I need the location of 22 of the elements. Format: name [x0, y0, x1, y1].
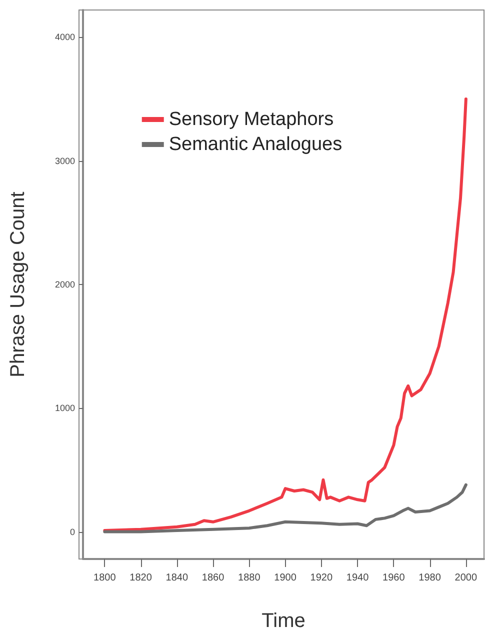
- legend-label: Sensory Metaphors: [168, 109, 334, 130]
- legend-label: Semantic Analogues: [168, 134, 342, 155]
- line-series: [103, 98, 468, 532]
- x-tick-label: 1840: [166, 572, 188, 584]
- x-tick-label: 1860: [202, 572, 225, 584]
- x-tick-label: 1820: [130, 572, 152, 584]
- y-tick-label: 4000: [54, 32, 75, 42]
- x-axis-title: Time: [262, 610, 306, 632]
- line-series: [103, 483, 468, 534]
- y-axis-title: Phrase Usage Count: [7, 191, 29, 378]
- x-tick-label: 1920: [310, 572, 333, 584]
- y-tick-label: 0: [70, 526, 75, 537]
- x-tick-label: 2000: [454, 572, 478, 584]
- x-tick-label: 1880: [238, 572, 261, 584]
- x-tick-label: 1980: [418, 572, 442, 584]
- y-tick-label: 2000: [54, 280, 75, 290]
- x-tick-label: 1900: [274, 572, 297, 584]
- x-tick-label: 1940: [346, 572, 370, 584]
- y-tick-label: 1000: [54, 403, 75, 414]
- x-tick-label: 1800: [94, 572, 116, 584]
- y-tick-label: 3000: [54, 156, 75, 166]
- x-tick-label: 1960: [382, 572, 406, 584]
